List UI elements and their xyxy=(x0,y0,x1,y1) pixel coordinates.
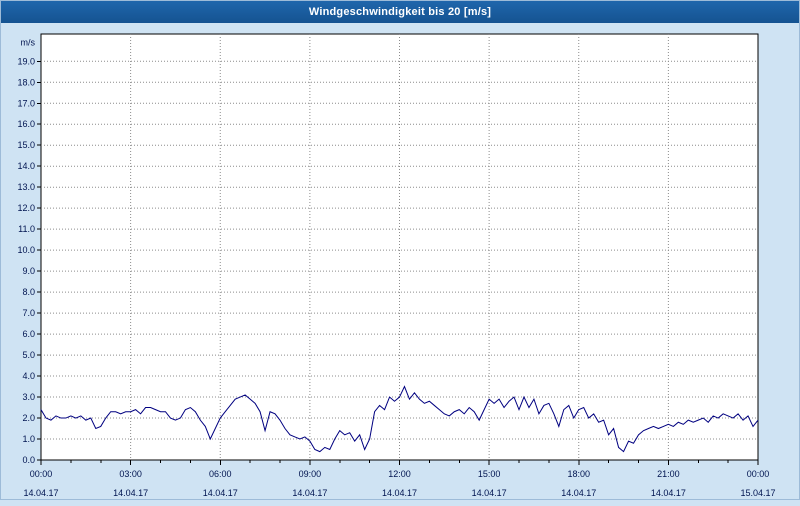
chart-svg: 0.0 1.0 2.0 3.0 4.0 5.0 6.0 7.0 8.0 9.0 10.0 11.0 12… xyxy=(17,33,776,498)
svg-text:00:00: 00:00 xyxy=(747,469,770,479)
svg-text:18:00: 18:00 xyxy=(567,469,590,479)
svg-text:0.0: 0.0 xyxy=(22,455,35,465)
svg-text:15:00: 15:00 xyxy=(478,469,501,479)
svg-text:14.04.17: 14.04.17 xyxy=(561,488,596,498)
svg-text:1.0: 1.0 xyxy=(22,434,35,444)
svg-text:03:00: 03:00 xyxy=(119,469,142,479)
svg-text:9.0: 9.0 xyxy=(22,266,35,276)
svg-text:13.0: 13.0 xyxy=(17,182,35,192)
svg-text:21:00: 21:00 xyxy=(657,469,680,479)
svg-text:14.0: 14.0 xyxy=(17,161,35,171)
svg-text:06:00: 06:00 xyxy=(209,469,232,479)
svg-text:11.0: 11.0 xyxy=(18,224,35,234)
svg-text:00:00: 00:00 xyxy=(30,469,53,479)
svg-text:09:00: 09:00 xyxy=(299,469,322,479)
svg-text:14.04.17: 14.04.17 xyxy=(382,488,417,498)
svg-text:10.0: 10.0 xyxy=(17,245,35,255)
svg-text:14.04.17: 14.04.17 xyxy=(113,488,148,498)
svg-text:14.04.17: 14.04.17 xyxy=(23,488,58,498)
svg-text:12.0: 12.0 xyxy=(17,203,35,213)
svg-text:14.04.17: 14.04.17 xyxy=(203,488,238,498)
svg-text:12:00: 12:00 xyxy=(388,469,411,479)
svg-text:4.0: 4.0 xyxy=(22,371,35,381)
svg-text:14.04.17: 14.04.17 xyxy=(292,488,327,498)
svg-text:16.0: 16.0 xyxy=(17,119,35,129)
svg-text:6.0: 6.0 xyxy=(22,329,35,339)
svg-text:8.0: 8.0 xyxy=(22,287,35,297)
svg-text:14.04.17: 14.04.17 xyxy=(651,488,686,498)
svg-text:5.0: 5.0 xyxy=(22,350,35,360)
chart-title: Windgeschwindigkeit bis 20 [m/s] xyxy=(308,6,492,18)
svg-text:2.0: 2.0 xyxy=(22,413,35,423)
chart-area: 0.0 1.0 2.0 3.0 4.0 5.0 6.0 7.0 8.0 9.0 10.0 11.0 12… xyxy=(1,23,800,501)
title-bar: Windgeschwindigkeit bis 20 [m/s] xyxy=(1,1,799,23)
svg-text:18.0: 18.0 xyxy=(17,77,35,87)
svg-text:7.0: 7.0 xyxy=(22,308,35,318)
svg-text:17.0: 17.0 xyxy=(17,98,35,108)
svg-text:14.04.17: 14.04.17 xyxy=(472,488,507,498)
svg-text:19.0: 19.0 xyxy=(17,56,35,66)
svg-text:m/s: m/s xyxy=(21,37,36,47)
svg-text:15.04.17: 15.04.17 xyxy=(740,488,775,498)
svg-text:3.0: 3.0 xyxy=(22,392,35,402)
svg-text:15.0: 15.0 xyxy=(17,140,35,150)
